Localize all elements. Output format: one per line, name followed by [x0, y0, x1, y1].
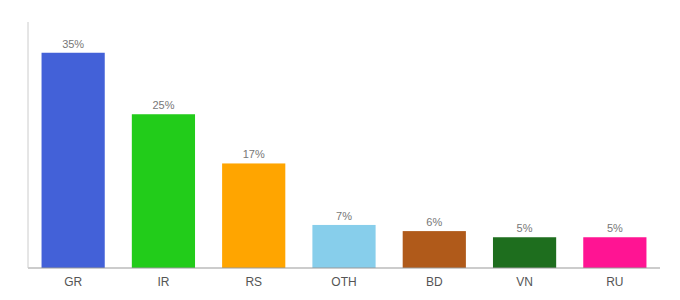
data-label: 6%: [426, 216, 442, 228]
chart-container: GR IR RS OTH BD VN RU 35% 25% 17% 7% 6% 5% 5%: [0, 0, 680, 300]
bar: [132, 114, 195, 268]
bar: [312, 225, 375, 268]
data-label: 25%: [152, 99, 174, 111]
bar: [222, 163, 285, 268]
x-axis-line: [28, 268, 660, 269]
x-tick-label: RS: [245, 275, 262, 289]
x-tick-label: BD: [426, 275, 443, 289]
x-tick-label: VN: [516, 275, 533, 289]
data-label: 5%: [517, 222, 533, 234]
bar: [403, 231, 466, 268]
x-tick-label: IR: [157, 275, 169, 289]
data-label: 5%: [607, 222, 623, 234]
bar: [583, 237, 646, 268]
y-axis-line: [28, 22, 29, 268]
x-tick-label: OTH: [331, 275, 356, 289]
chart-svg: GR IR RS OTH BD VN RU 35% 25% 17% 7% 6% 5% 5%: [0, 0, 680, 300]
data-label: 35%: [62, 38, 84, 50]
x-tick-label: RU: [606, 275, 623, 289]
data-label: 17%: [243, 148, 265, 160]
bars: [42, 53, 647, 268]
data-label: 7%: [336, 210, 352, 222]
x-tick-label: GR: [64, 275, 82, 289]
bar: [42, 53, 105, 268]
bar: [493, 237, 556, 268]
